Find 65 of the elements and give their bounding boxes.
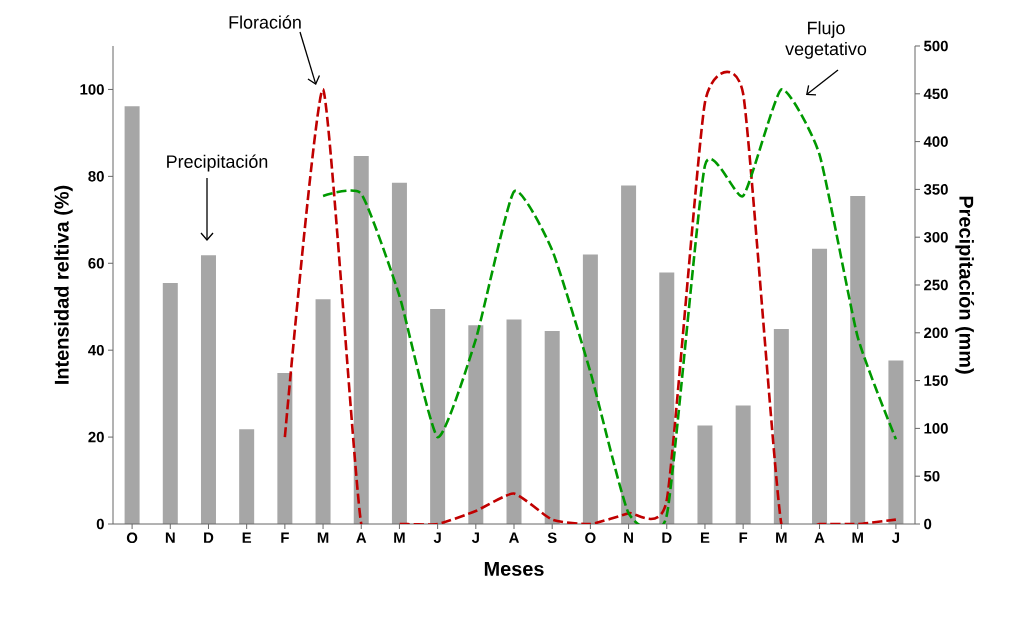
bar	[430, 308, 446, 524]
y2-axis-title: Precipitación (mm)	[955, 196, 975, 374]
y-tick-label: 100	[80, 84, 104, 95]
x-tick-label: N	[165, 532, 175, 543]
bar	[659, 272, 675, 524]
text: Floración	[229, 15, 301, 29]
x-tick-label: O	[585, 532, 596, 544]
x-tick-label: M	[852, 532, 863, 543]
y2-tick-label: 150	[924, 375, 948, 386]
bar	[200, 255, 216, 524]
y-axis-title: Intensidad reltiva (%)	[54, 185, 73, 384]
x-tick-label: F	[739, 532, 748, 543]
bar	[124, 106, 140, 524]
bar	[621, 185, 637, 524]
bar	[277, 372, 293, 524]
bar	[506, 319, 522, 524]
bar	[812, 248, 828, 524]
x-tick-label: S	[547, 532, 557, 544]
x-tick-label: A	[356, 532, 367, 543]
bar	[582, 254, 598, 524]
x-tick-label: A	[814, 532, 825, 543]
y2-tick-label: 450	[923, 88, 948, 100]
y2-tick-label: 100	[924, 423, 948, 434]
x-tick-label: A	[508, 532, 519, 543]
bar	[773, 328, 789, 524]
bar	[468, 325, 484, 524]
bar	[162, 283, 178, 524]
bar	[888, 360, 904, 524]
series-label: Flujo vegetativo	[785, 21, 867, 59]
x-tick-label: J	[433, 532, 441, 543]
series-label: Precipitación	[167, 154, 268, 172]
x-tick-label: N	[624, 532, 633, 543]
bar	[353, 155, 369, 524]
x-axis-title: Meses	[484, 561, 544, 576]
bar	[391, 182, 407, 524]
x-tick-label: M	[394, 532, 405, 543]
y2-tick-label: 0	[924, 518, 932, 530]
x-tick-label: D	[662, 532, 672, 543]
bar	[544, 330, 560, 524]
bar	[315, 299, 331, 524]
y2-tick-label: 200	[924, 327, 948, 339]
y2-tick-label: 50	[923, 470, 940, 482]
y-tick-label: 0	[96, 518, 104, 530]
y-tick-label: 80	[88, 171, 104, 182]
x-tick-label: J	[891, 532, 900, 543]
x-tick-label: J	[471, 532, 479, 543]
x-tick-label: D	[204, 532, 214, 543]
y-tick-label: 40	[88, 344, 104, 356]
bar	[850, 196, 866, 524]
y2-tick-label: 250	[924, 279, 948, 291]
bar	[697, 425, 713, 524]
x-tick-label: O	[126, 532, 138, 544]
y2-tick-label: 350	[923, 184, 948, 195]
y-tick-label: 20	[88, 431, 104, 443]
x-tick-label: M	[317, 532, 329, 543]
bar	[239, 429, 255, 524]
y2-tick-label: 500	[923, 40, 948, 52]
y2-tick-label: 400	[923, 136, 948, 147]
x-tick-label: E	[242, 532, 252, 543]
x-tick-label: M	[776, 532, 787, 543]
y2-tick-label: 300	[923, 231, 948, 243]
y-tick-label: 60	[88, 257, 104, 269]
x-tick-label: F	[281, 532, 289, 543]
bar	[735, 405, 751, 524]
x-tick-label: E	[700, 532, 710, 543]
